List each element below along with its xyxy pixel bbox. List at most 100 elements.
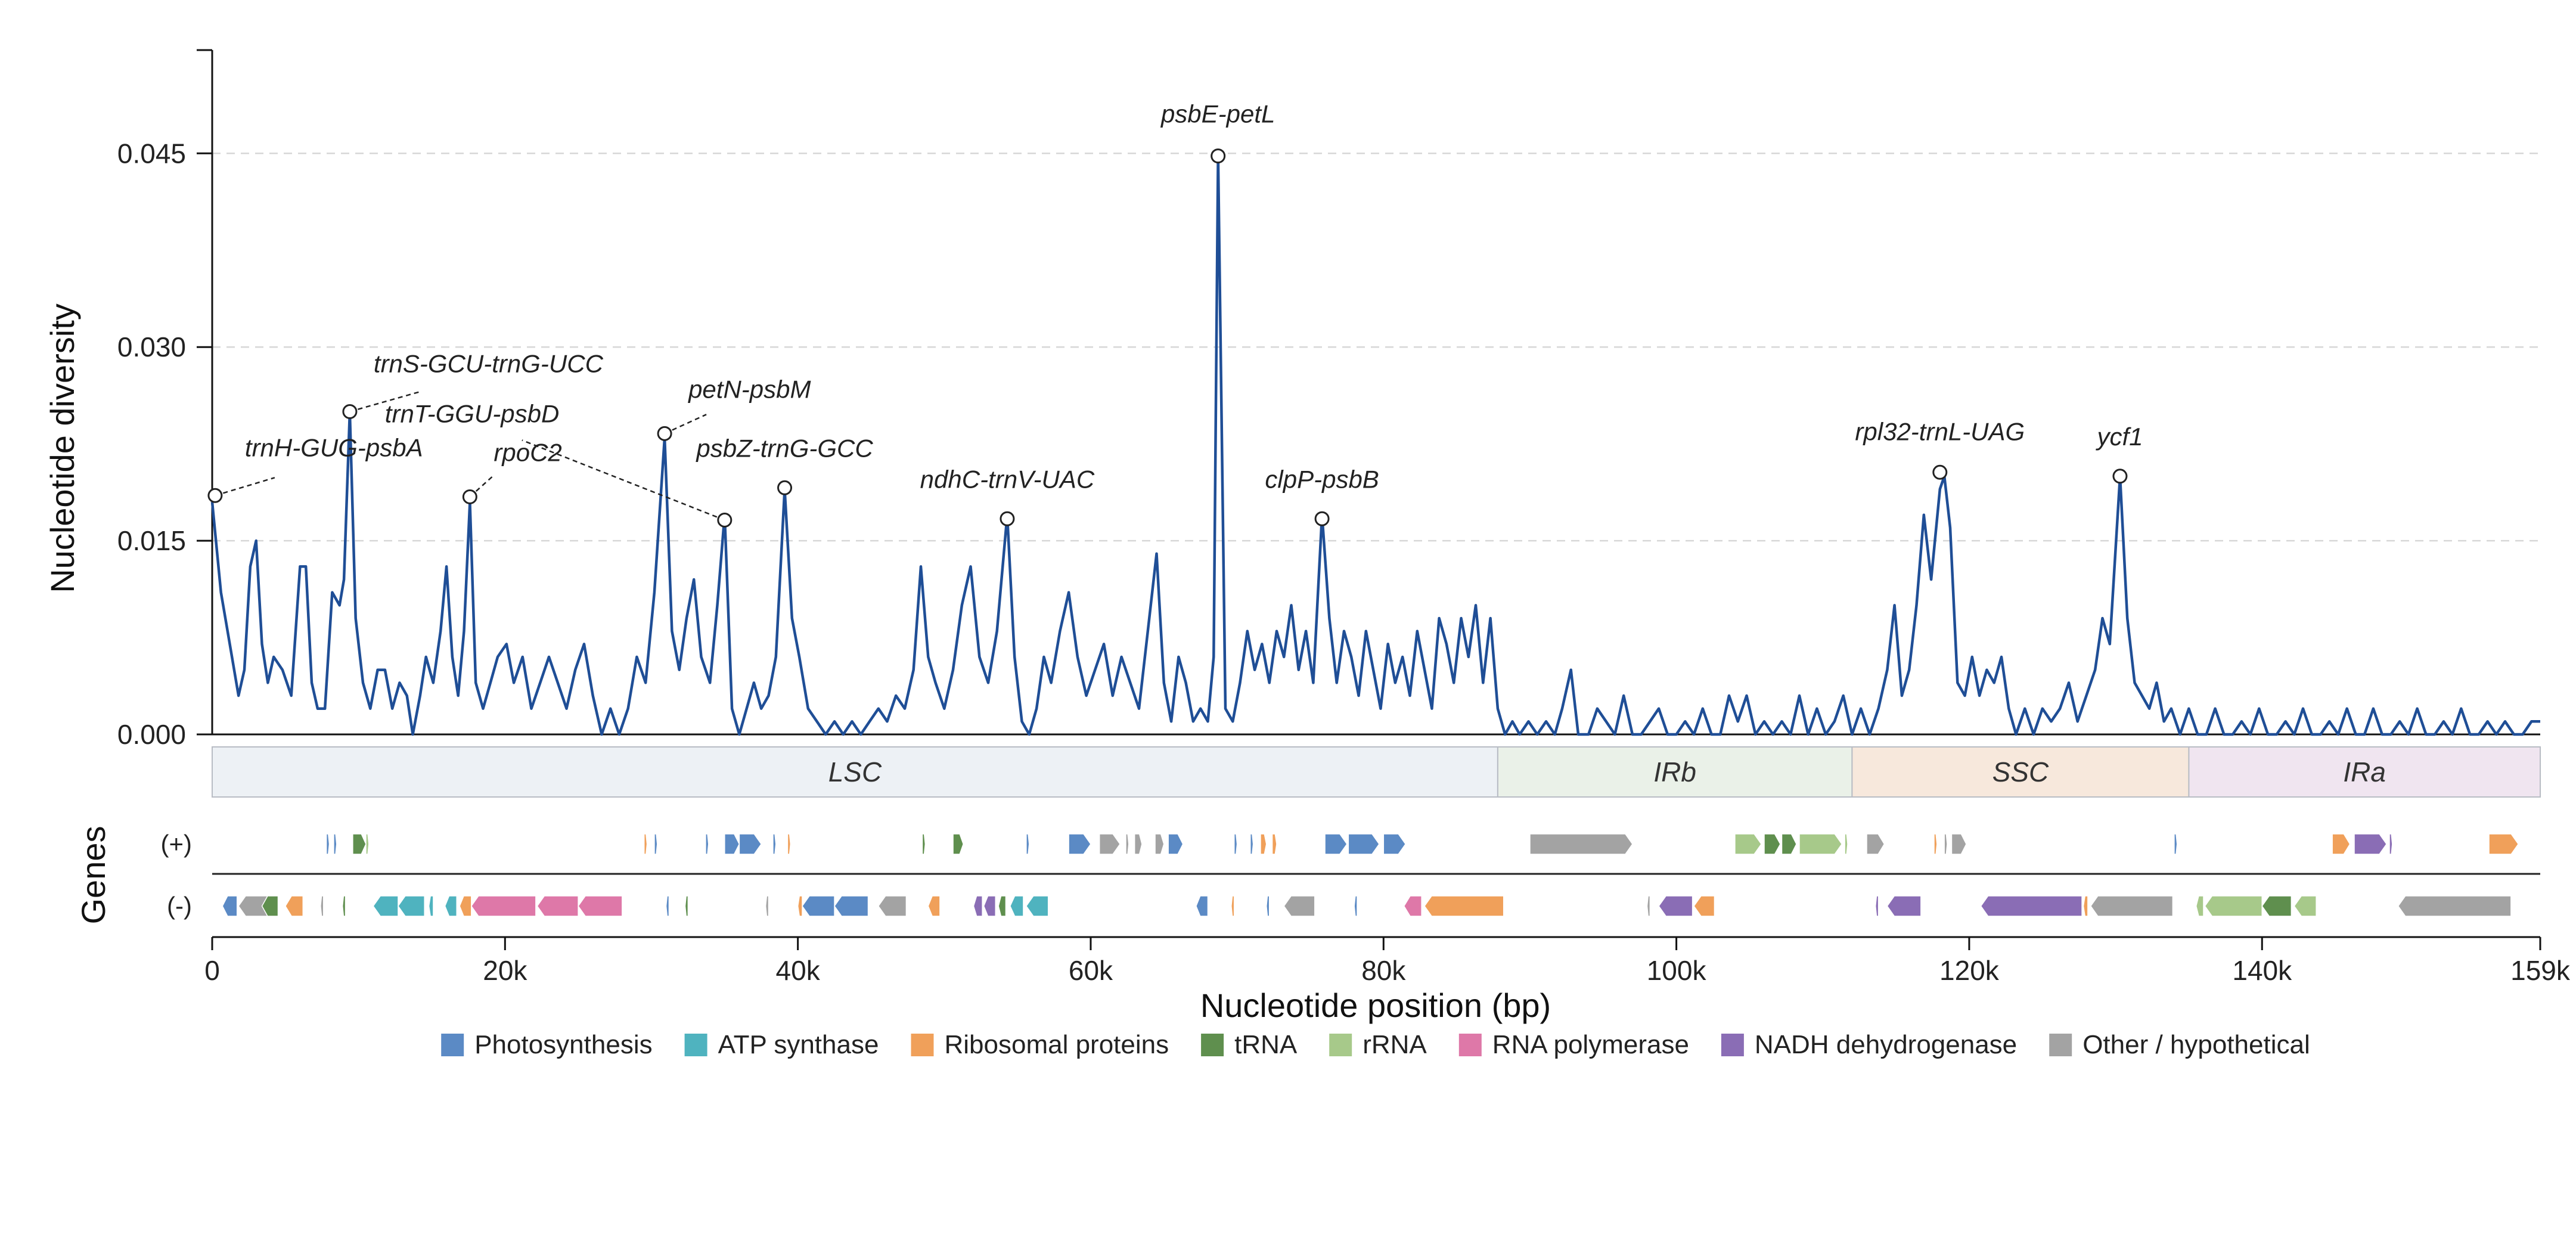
legend-swatch (911, 1034, 934, 1056)
gene-arrow (1233, 833, 1238, 855)
legend-label: Photosynthesis (474, 1030, 652, 1059)
gene-arrow (772, 833, 777, 855)
y-axis: 0.000 0.015 0.030 0.045 (117, 49, 2540, 750)
legend-label: Other / hypothetical (2082, 1030, 2310, 1059)
gene-arrow (1249, 833, 1254, 855)
region-irb (1497, 746, 1853, 798)
y-tick-label: 0.000 (117, 719, 186, 750)
gene-arrow (1693, 895, 1715, 917)
peak-label: rpoC2 (494, 438, 561, 466)
strand-label-minus: (-) (167, 892, 192, 920)
peak-marker (342, 404, 358, 419)
peak-marker (2112, 469, 2128, 484)
legend-label: ATP synthase (718, 1030, 879, 1059)
gene-arrow (2397, 895, 2512, 917)
x-axis: 0 20k 40k 60k 80k 100k 120k 140k 159k (204, 936, 2571, 986)
gene-arrow (2174, 833, 2178, 855)
peak-marker (1314, 511, 1330, 526)
gene-arrow (222, 895, 238, 917)
x-tick-label: 80k (1361, 955, 1406, 986)
gene-arrow (1944, 833, 1948, 855)
region-label: IRb (1653, 756, 1696, 787)
gene-arrow (765, 895, 769, 917)
gene-arrow (952, 833, 964, 855)
peak-markers: trnH-GUG-psbA trnS-GCU-trnG-UCC trnT-GGU-p… (207, 100, 2143, 528)
gene-arrow (373, 895, 399, 917)
peak-label: petN-psbM (687, 375, 811, 403)
gene-arrow (284, 895, 304, 917)
diversity-line (210, 152, 2540, 736)
gene-arrow (983, 895, 997, 917)
y-axis-title: Nucleotide diversity (44, 303, 81, 593)
gene-arrow (1231, 895, 1235, 917)
legend-label: NADH dehydrogenase (1755, 1030, 2017, 1059)
gene-arrow (333, 833, 337, 855)
gene-arrow (1866, 833, 1885, 855)
peak-marker (1211, 148, 1226, 164)
gene-arrow (1260, 833, 1267, 855)
x-tick-label: 159k (2510, 955, 2571, 986)
legend-item: RNA polymerase (1458, 1030, 1689, 1059)
legend-swatch (1721, 1034, 1744, 1056)
gene-arrow (1125, 833, 1129, 855)
gene-arrow (1764, 833, 1781, 855)
gene-arrow (470, 895, 536, 917)
peak-marker (657, 426, 672, 441)
peak-leader-line (522, 439, 725, 521)
x-tick-label: 140k (2232, 955, 2292, 986)
gene-arrow (877, 895, 907, 917)
gene-arrow (1265, 895, 1270, 917)
gene-arrow (2261, 895, 2292, 917)
y-tick-label: 0.030 (117, 331, 186, 362)
gene-arrow (2332, 833, 2351, 855)
gene-arrow (2293, 895, 2317, 917)
gene-arrow (365, 833, 370, 855)
gene-arrow (352, 833, 367, 855)
gene-arrow (2195, 895, 2204, 917)
gene-arrow (1403, 895, 1422, 917)
gene-arrow (1529, 833, 1633, 855)
legend-label: tRNA (1234, 1030, 1298, 1059)
peak-label: rpl32-trnL-UAG (1855, 417, 2025, 445)
peak-label: ndhC-trnV-UAC (920, 465, 1095, 493)
gene-arrow (398, 895, 425, 917)
gene-arrow (921, 833, 926, 855)
gene-arrow (1271, 833, 1277, 855)
gene-arrow (1951, 833, 1967, 855)
gene-arrow (2354, 833, 2387, 855)
gene-arrow (998, 895, 1007, 917)
peak-leader-line (349, 390, 422, 413)
gene-arrow (2204, 895, 2262, 917)
peak-label: trnT-GGU-psbD (385, 399, 560, 427)
gene-arrow (1424, 895, 1504, 917)
region-ira (2188, 746, 2541, 798)
peak-marker (717, 512, 733, 528)
gene-arrow (1781, 833, 1797, 855)
peak-marker (777, 480, 793, 495)
gene-arrow (1324, 833, 1348, 855)
gene-arrow (738, 833, 762, 855)
peak-label: trnH-GUG-psbA (245, 433, 423, 461)
region-label: IRa (2343, 756, 2386, 787)
region-label: SSC (1992, 756, 2049, 787)
legend-item: NADH dehydrogenase (1721, 1030, 2017, 1059)
genes-axis-title: Genes (75, 826, 112, 925)
legend-swatch (1458, 1034, 1482, 1056)
gene-arrow (536, 895, 579, 917)
x-tick-label: 60k (1069, 955, 1113, 986)
gene-arrow (1025, 895, 1049, 917)
gene-arrow (1283, 895, 1315, 917)
gene-arrow (444, 895, 458, 917)
gene-arrow (342, 895, 346, 917)
peak-leader-line (469, 474, 495, 498)
gene-arrow (684, 895, 689, 917)
gene-arrow (834, 895, 869, 917)
peak-label: psbZ-trnG-GCC (695, 434, 873, 462)
gene-arrow (1168, 833, 1184, 855)
peak-label: ycf1 (2095, 423, 2143, 451)
legend-swatch (441, 1034, 464, 1056)
x-axis-title: Nucleotide position (bp) (1200, 987, 1551, 1024)
gene-arrow (643, 833, 648, 855)
region-bar: LSC IRb SSC IRa (212, 746, 2541, 798)
